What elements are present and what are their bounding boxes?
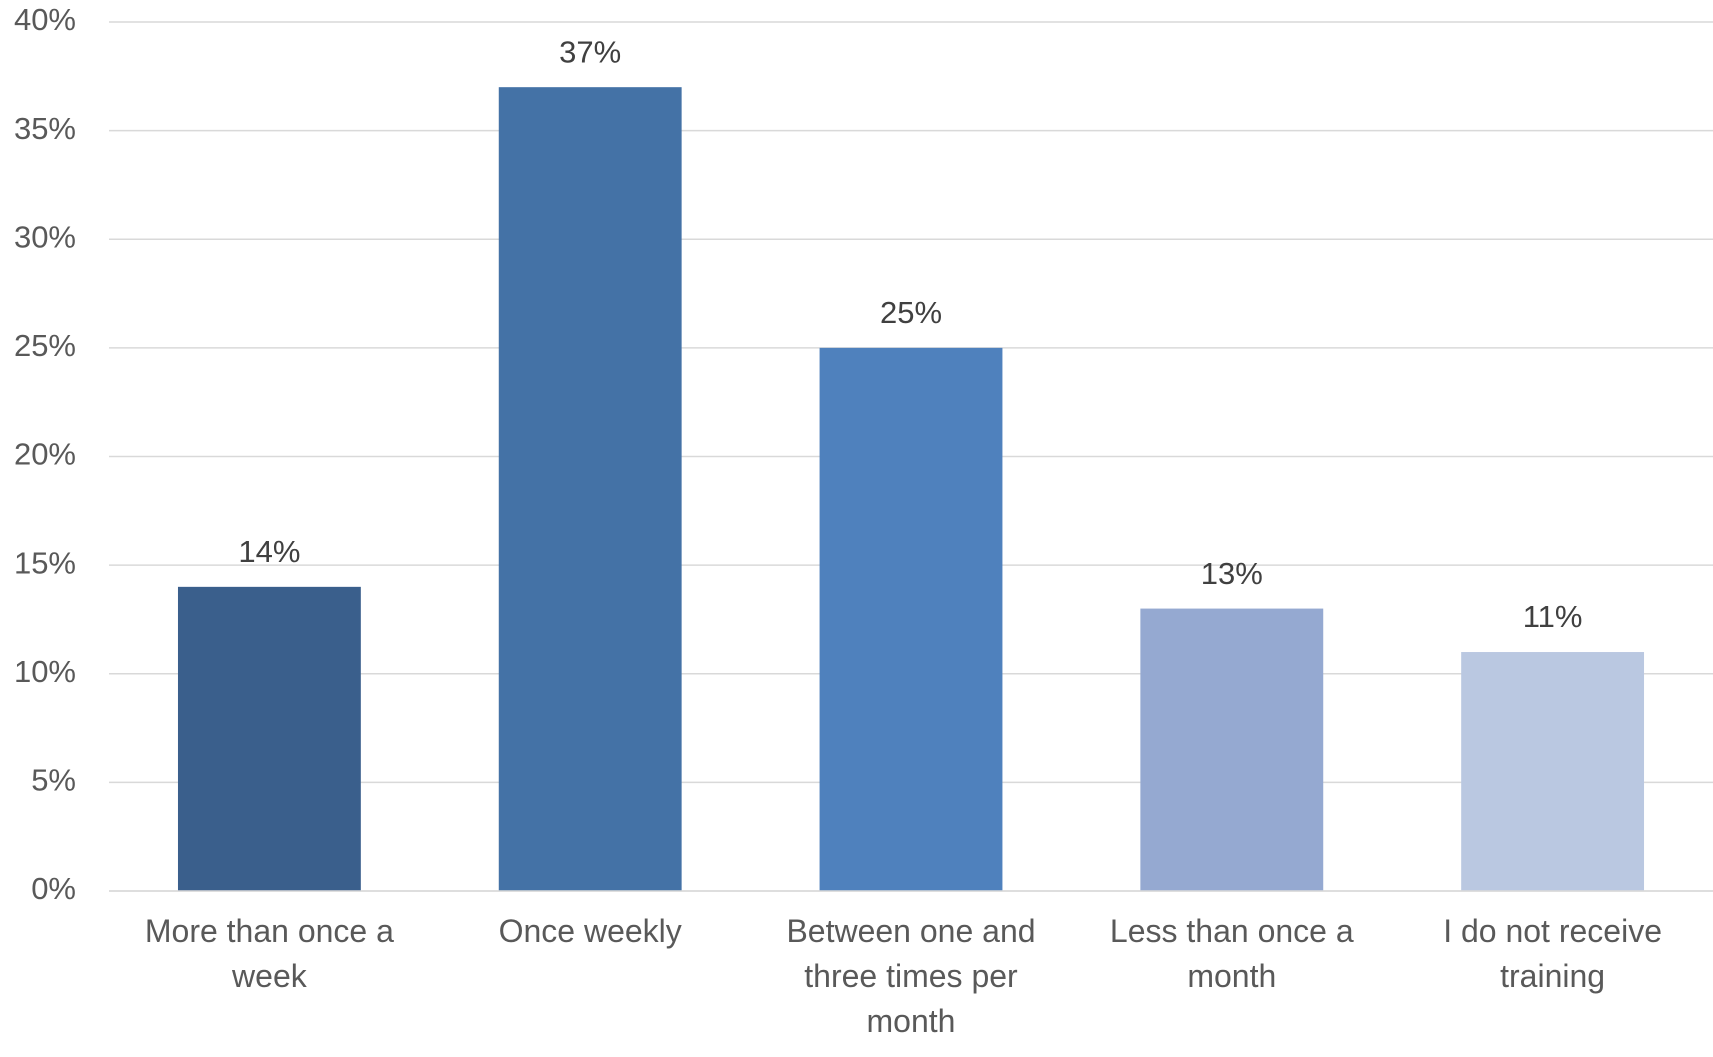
x-tick-label: Between one and three times per month bbox=[786, 913, 1036, 1039]
x-tick-label: Once weekly bbox=[498, 913, 682, 949]
y-tick-label: 20% bbox=[14, 437, 76, 472]
data-label: 37% bbox=[559, 34, 621, 69]
y-tick-label: 25% bbox=[14, 328, 76, 363]
y-tick-label: 0% bbox=[31, 871, 76, 906]
data-label: 14% bbox=[238, 534, 300, 569]
y-tick-label: 15% bbox=[14, 545, 76, 580]
bar bbox=[1461, 652, 1645, 891]
x-tick-label: I do not receive training bbox=[1443, 913, 1662, 994]
data-label: 13% bbox=[1201, 556, 1263, 591]
bar bbox=[1140, 608, 1324, 891]
bar bbox=[177, 586, 361, 891]
data-label: 11% bbox=[1523, 599, 1583, 634]
y-tick-label: 5% bbox=[31, 763, 76, 798]
x-tick-label: Less than once a month bbox=[1109, 913, 1354, 994]
y-tick-label: 30% bbox=[14, 219, 76, 254]
x-tick-label: More than once a week bbox=[144, 913, 394, 994]
bar bbox=[498, 87, 682, 892]
y-tick-label: 35% bbox=[14, 111, 76, 146]
y-tick-label: 40% bbox=[14, 2, 76, 37]
y-tick-label: 10% bbox=[14, 654, 76, 689]
bar bbox=[819, 347, 1003, 891]
data-label: 25% bbox=[880, 295, 942, 330]
